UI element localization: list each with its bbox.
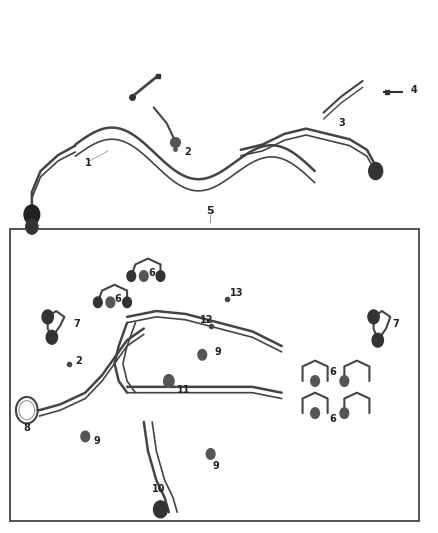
Circle shape — [26, 219, 38, 234]
Circle shape — [81, 431, 90, 442]
Circle shape — [42, 310, 53, 324]
Circle shape — [369, 163, 383, 180]
Circle shape — [93, 297, 102, 308]
Text: 6: 6 — [115, 294, 121, 304]
Text: 9: 9 — [213, 461, 219, 471]
Circle shape — [372, 333, 383, 347]
Text: 11: 11 — [177, 385, 191, 395]
Circle shape — [127, 271, 136, 281]
Text: 6: 6 — [330, 367, 336, 377]
Text: 1: 1 — [85, 158, 92, 168]
Circle shape — [198, 350, 207, 360]
Text: 5: 5 — [206, 206, 214, 216]
Circle shape — [368, 310, 379, 324]
Text: 7: 7 — [73, 319, 80, 329]
Text: 7: 7 — [392, 319, 399, 329]
Circle shape — [340, 376, 349, 386]
Circle shape — [311, 376, 319, 386]
Text: 9: 9 — [215, 347, 222, 357]
Circle shape — [154, 501, 167, 518]
Circle shape — [311, 408, 319, 418]
Circle shape — [206, 449, 215, 459]
Text: 4: 4 — [410, 85, 417, 95]
Text: 10: 10 — [152, 484, 166, 494]
Circle shape — [123, 297, 131, 308]
Circle shape — [46, 330, 57, 344]
Circle shape — [164, 375, 174, 387]
Text: 2: 2 — [75, 356, 82, 366]
Text: 13: 13 — [230, 288, 243, 298]
Text: 9: 9 — [94, 435, 100, 446]
Circle shape — [139, 271, 148, 281]
Circle shape — [340, 408, 349, 418]
Text: 3: 3 — [339, 118, 345, 128]
Text: 6: 6 — [330, 414, 336, 424]
Text: 12: 12 — [200, 314, 214, 325]
Circle shape — [106, 297, 115, 308]
Text: 6: 6 — [148, 268, 155, 278]
Circle shape — [156, 271, 165, 281]
Text: 8: 8 — [23, 423, 30, 433]
Text: 2: 2 — [184, 147, 191, 157]
Circle shape — [24, 205, 40, 224]
FancyBboxPatch shape — [10, 229, 419, 521]
